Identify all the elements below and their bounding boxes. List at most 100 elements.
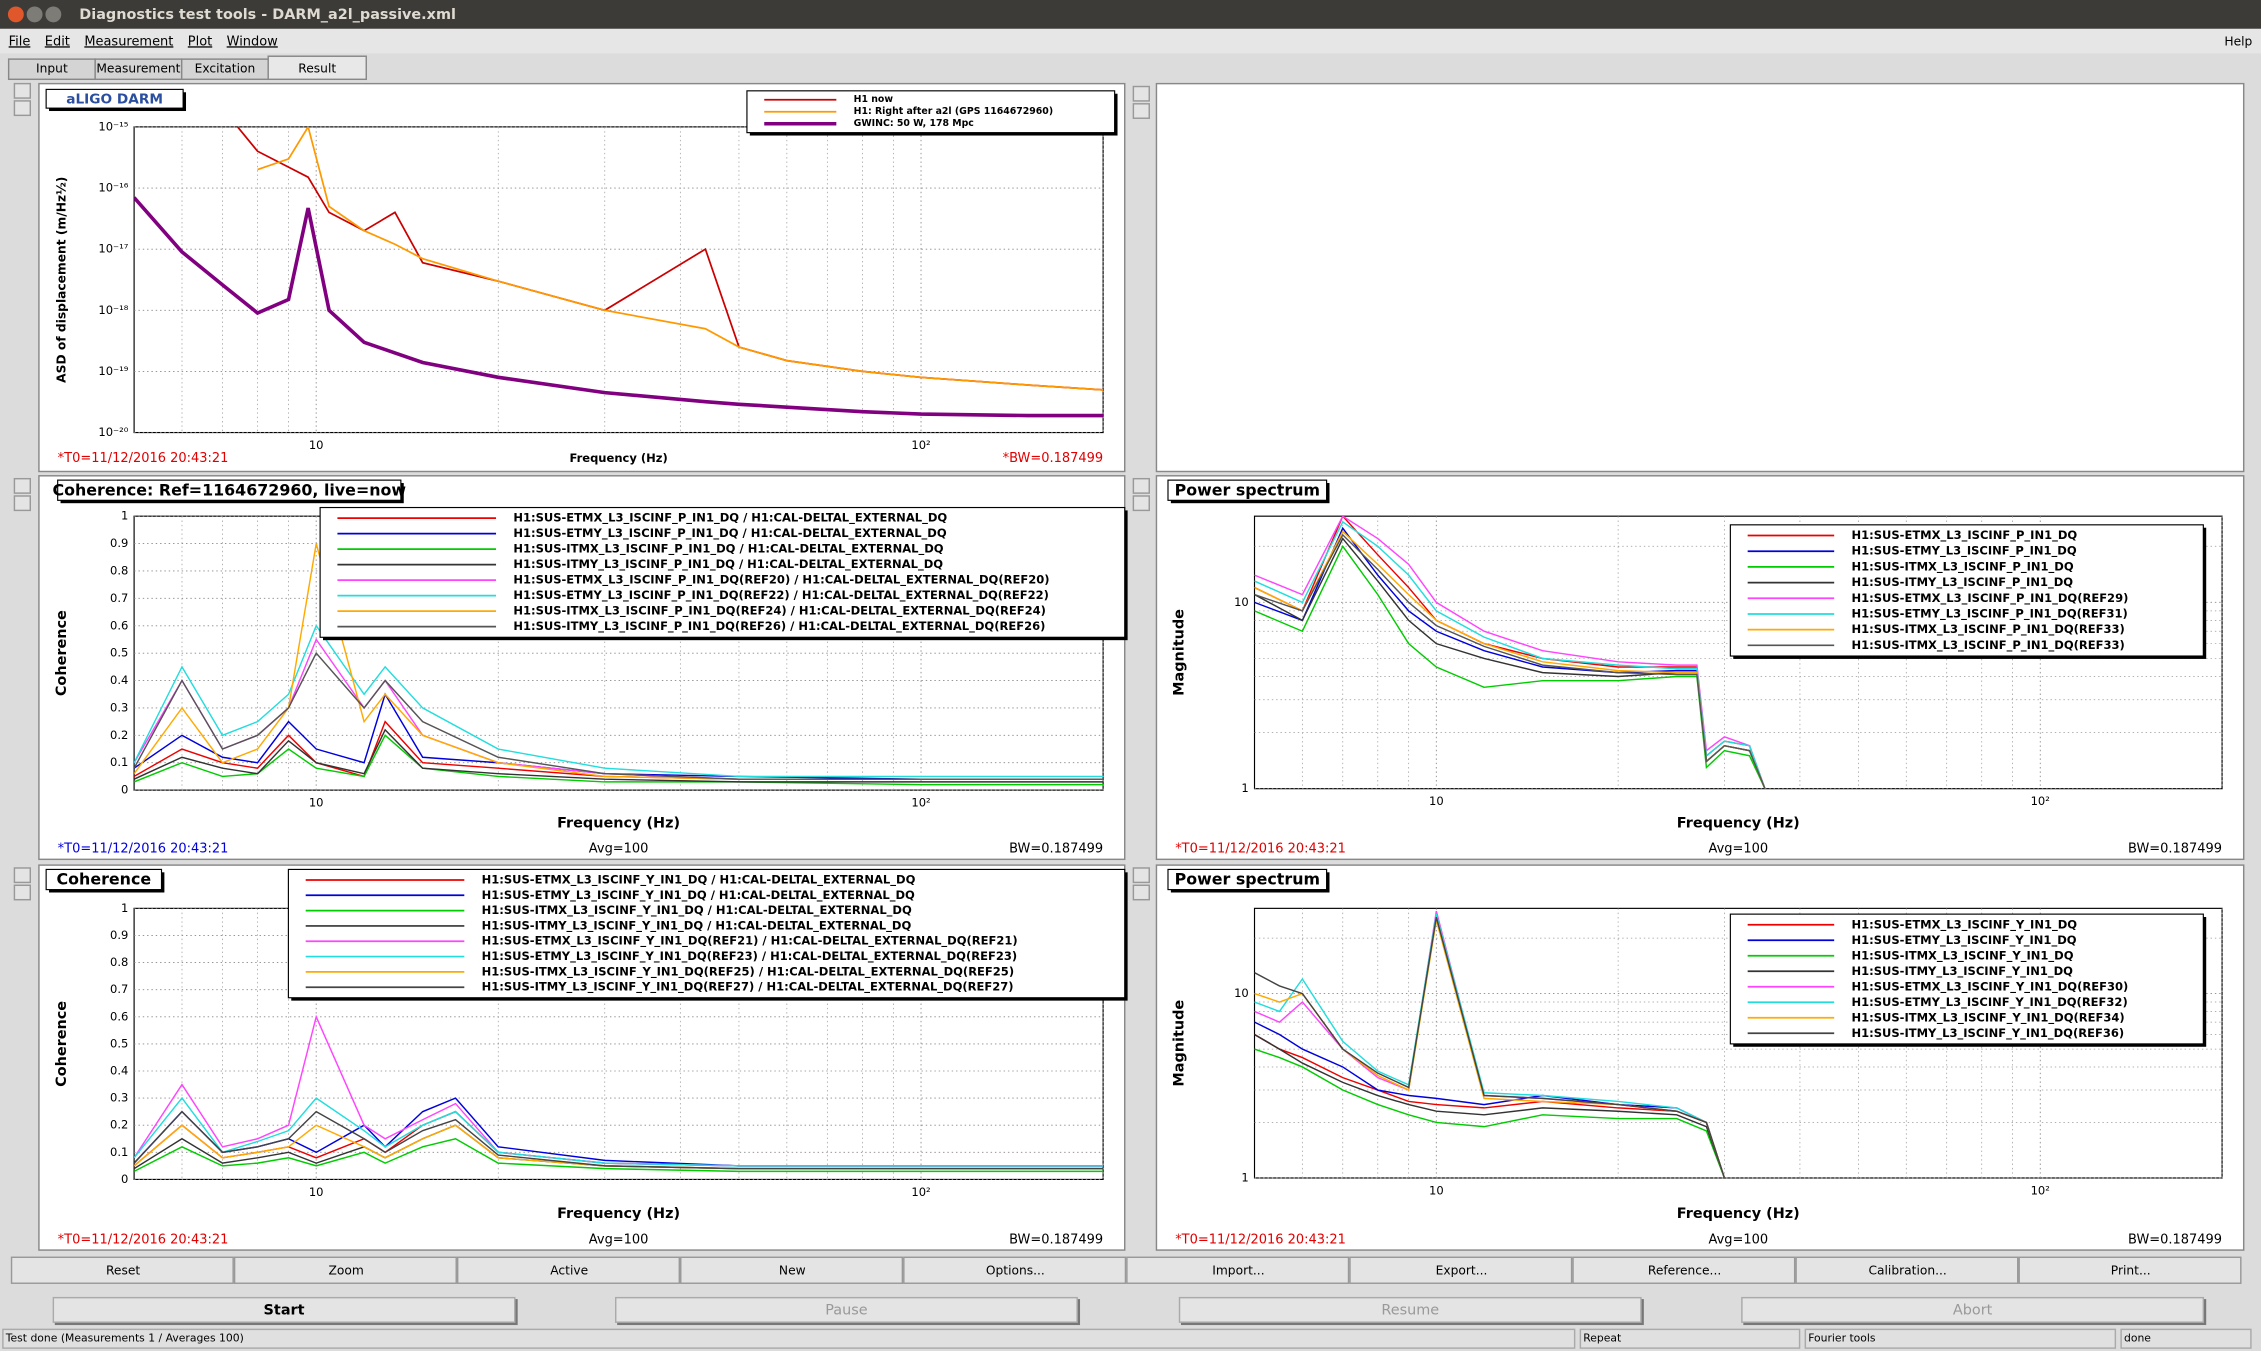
x-tick-label: 10²: [2031, 794, 2050, 808]
status-text: Fourier tools: [1808, 1332, 1876, 1345]
series-line: [1254, 520, 1766, 789]
legend-label: H1:SUS-ETMY_L3_ISCINF_P_IN1_DQ / H1:CAL-…: [513, 526, 947, 541]
tab-label[interactable]: Result: [298, 62, 336, 76]
legend-label: H1:SUS-ITMX_L3_ISCINF_Y_IN1_DQ: [1851, 948, 2073, 963]
y-tick-label: 1: [1241, 781, 1248, 795]
series-line: [1254, 533, 1766, 789]
menu-item[interactable]: File: [9, 34, 31, 49]
x-tick-label: 10²: [911, 438, 930, 452]
toolbar-button[interactable]: [2018, 1256, 2242, 1284]
x-tick-label: 10: [309, 1185, 324, 1199]
tab[interactable]: [267, 55, 367, 81]
maximize-button[interactable]: [45, 6, 62, 23]
panel-arrow-button[interactable]: [13, 82, 32, 99]
panel-arrow-button[interactable]: [1132, 477, 1150, 494]
plot-panel: 10 10²110H1:SUS-ETMX_L3_ISCINF_P_IN1_DQH1…: [1155, 475, 2245, 861]
toolbar-button-label[interactable]: Zoom: [328, 1263, 363, 1277]
toolbar-button-label[interactable]: Calibration...: [1868, 1263, 1946, 1277]
toolbar-button-label[interactable]: Active: [550, 1263, 588, 1277]
panel-arrow-button[interactable]: [1132, 495, 1150, 512]
y-axis-label: Coherence: [54, 610, 70, 696]
y-tick-label: 0.2: [110, 1118, 128, 1132]
toolbar-button[interactable]: [1795, 1256, 2019, 1284]
title-box: [1167, 479, 1328, 501]
y-tick-label: 10⁻²⁰: [98, 425, 128, 439]
panel-arrow-button[interactable]: [1132, 85, 1150, 102]
panel-arrow-button[interactable]: [1132, 867, 1150, 884]
legend-label: H1:SUS-ETMY_L3_ISCINF_P_IN1_DQ(REF22) / …: [513, 588, 1049, 603]
footer-avg: Avg=100: [589, 1232, 649, 1247]
toolbar-button[interactable]: [903, 1256, 1127, 1284]
toolbar-button-label[interactable]: Import...: [1212, 1263, 1264, 1277]
y-tick-label: 0: [121, 783, 128, 797]
tab-label[interactable]: Input: [36, 62, 68, 76]
legend-label: H1:SUS-ETMX_L3_ISCINF_P_IN1_DQ / H1:CAL-…: [513, 511, 947, 526]
control-button[interactable]: [614, 1296, 1078, 1323]
panel-arrow-button[interactable]: [1132, 103, 1150, 119]
y-tick-label: 0.8: [110, 955, 128, 969]
control-button-label[interactable]: Pause: [825, 1303, 868, 1319]
panel-arrow-button[interactable]: [13, 884, 32, 901]
y-tick-label: 0.3: [110, 700, 128, 714]
panel-arrow-button[interactable]: [13, 477, 32, 494]
toolbar-button-label[interactable]: Reference...: [1648, 1263, 1721, 1277]
toolbar-button[interactable]: [1349, 1256, 1573, 1284]
toolbar-button[interactable]: [1126, 1256, 1350, 1284]
panel-arrow-button[interactable]: [13, 495, 32, 512]
menu-item[interactable]: Edit: [45, 34, 70, 49]
legend-label: H1:SUS-ETMX_L3_ISCINF_Y_IN1_DQ / H1:CAL-…: [482, 872, 916, 887]
legend-label: H1:SUS-ITMX_L3_ISCINF_Y_IN1_DQ(REF25) / …: [482, 964, 1014, 979]
minimize-button[interactable]: [26, 6, 43, 23]
footer-t0: *T0=11/12/2016 20:43:21: [1175, 842, 1346, 857]
series-line: [134, 1110, 1104, 1170]
footer-avg: Avg=100: [1708, 842, 1768, 857]
control-button[interactable]: [52, 1296, 516, 1323]
menu-item[interactable]: Plot: [188, 34, 212, 49]
x-axis-label: Frequency (Hz): [1677, 1206, 1800, 1222]
control-button-label[interactable]: Abort: [1953, 1303, 1993, 1319]
y-tick-label: 0.6: [110, 1009, 128, 1023]
tab-label[interactable]: Measurement: [96, 62, 180, 76]
panel-title: Coherence: Ref=1164672960, live=now: [52, 480, 406, 499]
y-tick-label: 0.1: [110, 755, 128, 769]
legend-label: H1:SUS-ITMY_L3_ISCINF_Y_IN1_DQ(REF36): [1851, 1026, 2124, 1041]
footer-avg: Avg=100: [589, 842, 649, 857]
panel-title: Power spectrum: [1175, 870, 1320, 889]
panel-arrow-button[interactable]: [13, 867, 32, 884]
toolbar-button-label[interactable]: Print...: [2111, 1263, 2151, 1277]
status-cell: [1804, 1328, 2117, 1349]
toolbar-button-label[interactable]: Export...: [1436, 1263, 1488, 1277]
toolbar-button[interactable]: [680, 1256, 904, 1284]
menu-item[interactable]: Measurement: [84, 34, 173, 49]
toolbar-button-label[interactable]: Reset: [106, 1263, 140, 1277]
status-cell: [2, 1328, 1576, 1349]
footer-t0: *T0=11/12/2016 20:43:21: [58, 1232, 229, 1247]
toolbar-button[interactable]: [1572, 1256, 1796, 1284]
legend-label: H1:SUS-ETMX_L3_ISCINF_Y_IN1_DQ: [1851, 917, 2077, 932]
menu-item[interactable]: Window: [227, 34, 279, 49]
x-tick-label: 10: [1429, 1183, 1444, 1197]
footer-bw: *BW=0.187499: [1003, 451, 1104, 466]
control-button-label[interactable]: Resume: [1381, 1303, 1439, 1319]
control-button[interactable]: [1741, 1296, 2205, 1323]
toolbar-button-label[interactable]: New: [779, 1263, 806, 1277]
close-button[interactable]: [7, 6, 24, 23]
footer-t0: *T0=11/12/2016 20:43:21: [58, 451, 229, 466]
toolbar-button[interactable]: [456, 1256, 681, 1284]
tab-label[interactable]: Excitation: [195, 62, 256, 76]
title-bar: [0, 0, 2261, 29]
status-text: Test done (Measurements 1 / Averages 100…: [5, 1332, 244, 1345]
legend-label: H1:SUS-ITMX_L3_ISCINF_P_IN1_DQ(REF24) / …: [513, 604, 1046, 619]
menu-help[interactable]: Help: [2224, 34, 2252, 48]
control-button[interactable]: [1178, 1296, 1642, 1323]
title-box: [57, 479, 402, 501]
empty-plot-panel: [1155, 82, 2245, 473]
toolbar-button-label[interactable]: Options...: [986, 1263, 1045, 1277]
control-button-label[interactable]: Start: [264, 1303, 305, 1319]
panel-arrow-button[interactable]: [13, 100, 32, 117]
toolbar-button[interactable]: [10, 1256, 234, 1284]
panel-arrow-button[interactable]: [1132, 884, 1150, 901]
toolbar-button[interactable]: [233, 1256, 457, 1284]
y-tick-label: 0.7: [110, 982, 128, 996]
y-tick-label: 0.4: [110, 1063, 128, 1077]
